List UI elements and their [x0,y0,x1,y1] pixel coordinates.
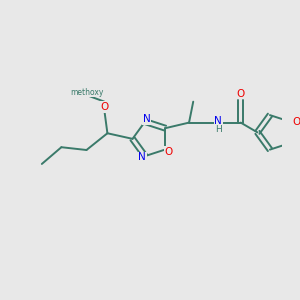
Text: N: N [214,116,222,127]
Text: O: O [100,102,109,112]
Text: O: O [165,147,173,157]
Text: methoxy: methoxy [70,88,103,97]
Text: O: O [236,88,245,99]
Text: N: N [138,152,146,163]
Text: O: O [292,117,300,127]
Text: N: N [142,114,150,124]
Text: H: H [215,125,222,134]
